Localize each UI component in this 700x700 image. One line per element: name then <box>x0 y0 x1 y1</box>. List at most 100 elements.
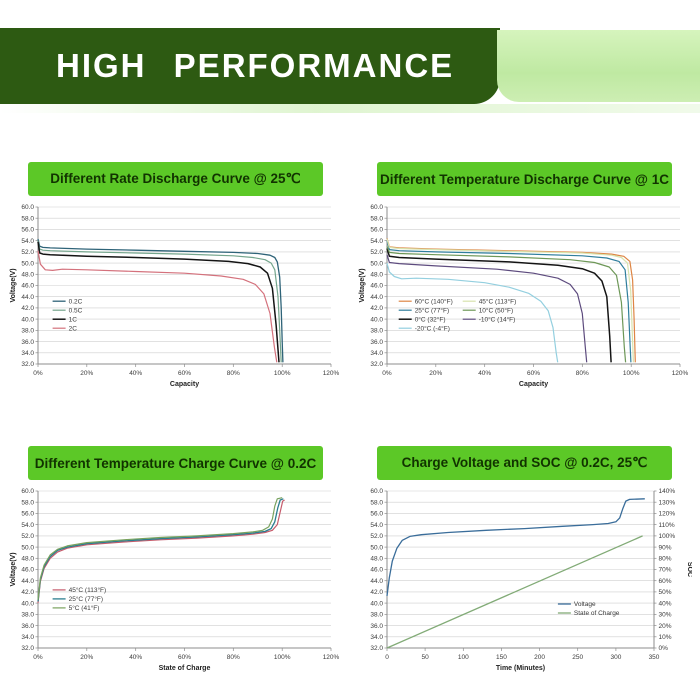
svg-text:50: 50 <box>421 654 429 661</box>
svg-text:80%: 80% <box>576 370 589 377</box>
svg-text:40.0: 40.0 <box>370 316 383 323</box>
svg-text:100: 100 <box>458 654 469 661</box>
svg-text:Voltage(V): Voltage(V) <box>359 268 366 302</box>
svg-text:45°C (113°F): 45°C (113°F) <box>479 297 517 305</box>
svg-text:40.0: 40.0 <box>21 316 34 323</box>
svg-text:10°C (50°F): 10°C (50°F) <box>479 306 513 314</box>
svg-text:44.0: 44.0 <box>370 578 383 585</box>
svg-text:60.0: 60.0 <box>21 488 34 495</box>
svg-text:80%: 80% <box>659 556 672 563</box>
svg-text:54.0: 54.0 <box>21 238 34 245</box>
svg-text:60.0: 60.0 <box>370 488 383 495</box>
svg-text:40%: 40% <box>129 370 142 377</box>
svg-text:200: 200 <box>534 654 545 661</box>
temp-charge-title: Different Temperature Charge Curve @ 0.2… <box>34 455 317 471</box>
svg-text:38.0: 38.0 <box>370 328 383 335</box>
svg-text:36.0: 36.0 <box>370 623 383 630</box>
rate-discharge-title: Different Rate Discharge Curve @ 25℃ <box>50 171 301 186</box>
svg-text:20%: 20% <box>659 623 672 630</box>
svg-text:32.0: 32.0 <box>21 361 34 368</box>
svg-text:SOC: SOC <box>686 562 692 577</box>
svg-text:60.0: 60.0 <box>370 204 383 211</box>
svg-text:State of Charge: State of Charge <box>159 665 211 672</box>
svg-text:58.0: 58.0 <box>21 499 34 506</box>
svg-text:Voltage(V): Voltage(V) <box>10 552 17 586</box>
svg-text:34.0: 34.0 <box>370 634 383 641</box>
svg-text:50.0: 50.0 <box>21 544 34 551</box>
svg-text:50.0: 50.0 <box>370 260 383 267</box>
svg-text:44.0: 44.0 <box>21 294 34 301</box>
svg-text:58.0: 58.0 <box>21 215 34 222</box>
svg-text:52.0: 52.0 <box>21 249 34 256</box>
svg-text:20%: 20% <box>429 370 442 377</box>
temp-discharge-title: Different Temperature Discharge Curve @ … <box>379 171 669 187</box>
svg-text:52.0: 52.0 <box>21 533 34 540</box>
svg-text:48.0: 48.0 <box>21 556 34 563</box>
svg-text:Voltage: Voltage <box>574 601 596 608</box>
svg-text:60°C (140°F): 60°C (140°F) <box>415 297 453 305</box>
svg-text:80%: 80% <box>227 370 240 377</box>
svg-text:46.0: 46.0 <box>21 283 34 290</box>
svg-text:0%: 0% <box>382 370 392 377</box>
svg-text:0.2C: 0.2C <box>69 298 83 305</box>
svg-text:38.0: 38.0 <box>21 328 34 335</box>
svg-text:20%: 20% <box>80 370 93 377</box>
svg-text:46.0: 46.0 <box>370 567 383 574</box>
svg-text:20%: 20% <box>80 654 93 661</box>
chart-temp-discharge: Different Temperature Discharge Curve @ … <box>357 162 692 406</box>
svg-text:32.0: 32.0 <box>370 361 383 368</box>
svg-text:58.0: 58.0 <box>370 499 383 506</box>
svg-text:0%: 0% <box>659 645 669 652</box>
svg-text:300: 300 <box>610 654 621 661</box>
svg-text:38.0: 38.0 <box>370 612 383 619</box>
svg-text:54.0: 54.0 <box>370 238 383 245</box>
svg-text:40%: 40% <box>478 370 491 377</box>
svg-text:56.0: 56.0 <box>370 227 383 234</box>
svg-text:42.0: 42.0 <box>370 305 383 312</box>
svg-text:56.0: 56.0 <box>21 227 34 234</box>
svg-text:36.0: 36.0 <box>21 623 34 630</box>
voltage-soc-plot: 32.0 34.0 36.0 38.0 40.0 42.0 44.0 46.0 48.0 50.0… <box>370 488 692 672</box>
svg-text:Time (Minutes): Time (Minutes) <box>496 665 545 672</box>
svg-text:44.0: 44.0 <box>21 578 34 585</box>
svg-text:54.0: 54.0 <box>21 522 34 529</box>
svg-text:0%: 0% <box>33 370 43 377</box>
header-dark-banner: HIGH PERFORMANCE <box>0 28 500 104</box>
chart-voltage-soc: Charge Voltage and SOC @ 0.2C, 25℃ 32.0 3… <box>357 446 692 690</box>
svg-text:60%: 60% <box>178 370 191 377</box>
svg-text:56.0: 56.0 <box>21 511 34 518</box>
svg-text:140%: 140% <box>659 488 676 495</box>
svg-text:Voltage(V): Voltage(V) <box>10 268 17 302</box>
svg-text:Capacity: Capacity <box>519 381 548 388</box>
page-title: HIGH PERFORMANCE <box>56 47 455 84</box>
chart-rate-discharge: Different Rate Discharge Curve @ 25℃ 32.… <box>8 162 343 406</box>
svg-text:5°C (41°F): 5°C (41°F) <box>69 604 100 612</box>
svg-text:46.0: 46.0 <box>370 283 383 290</box>
svg-text:48.0: 48.0 <box>21 272 34 279</box>
svg-text:130%: 130% <box>659 499 676 506</box>
svg-text:120%: 120% <box>323 654 340 661</box>
svg-text:Capacity: Capacity <box>170 381 199 388</box>
svg-text:34.0: 34.0 <box>21 350 34 357</box>
svg-text:100%: 100% <box>623 370 640 377</box>
svg-text:42.0: 42.0 <box>370 589 383 596</box>
temp-charge-title-banner: Different Temperature Charge Curve @ 0.2… <box>28 446 323 480</box>
svg-text:0: 0 <box>385 654 389 661</box>
header-light-accent <box>497 30 700 102</box>
svg-text:0.5C: 0.5C <box>69 307 83 314</box>
voltage-soc-title: Charge Voltage and SOC @ 0.2C, 25℃ <box>401 455 648 470</box>
svg-text:50%: 50% <box>659 589 672 596</box>
svg-text:60%: 60% <box>659 578 672 585</box>
svg-text:50.0: 50.0 <box>21 260 34 267</box>
svg-text:60%: 60% <box>178 654 191 661</box>
svg-text:-10°C (14°F): -10°C (14°F) <box>479 315 516 323</box>
svg-text:100%: 100% <box>274 654 291 661</box>
svg-text:44.0: 44.0 <box>370 294 383 301</box>
svg-text:52.0: 52.0 <box>370 249 383 256</box>
svg-text:60%: 60% <box>527 370 540 377</box>
svg-text:350: 350 <box>649 654 660 661</box>
svg-text:25°C (77°F): 25°C (77°F) <box>69 595 103 603</box>
svg-text:120%: 120% <box>323 370 340 377</box>
svg-text:46.0: 46.0 <box>21 567 34 574</box>
svg-text:54.0: 54.0 <box>370 522 383 529</box>
